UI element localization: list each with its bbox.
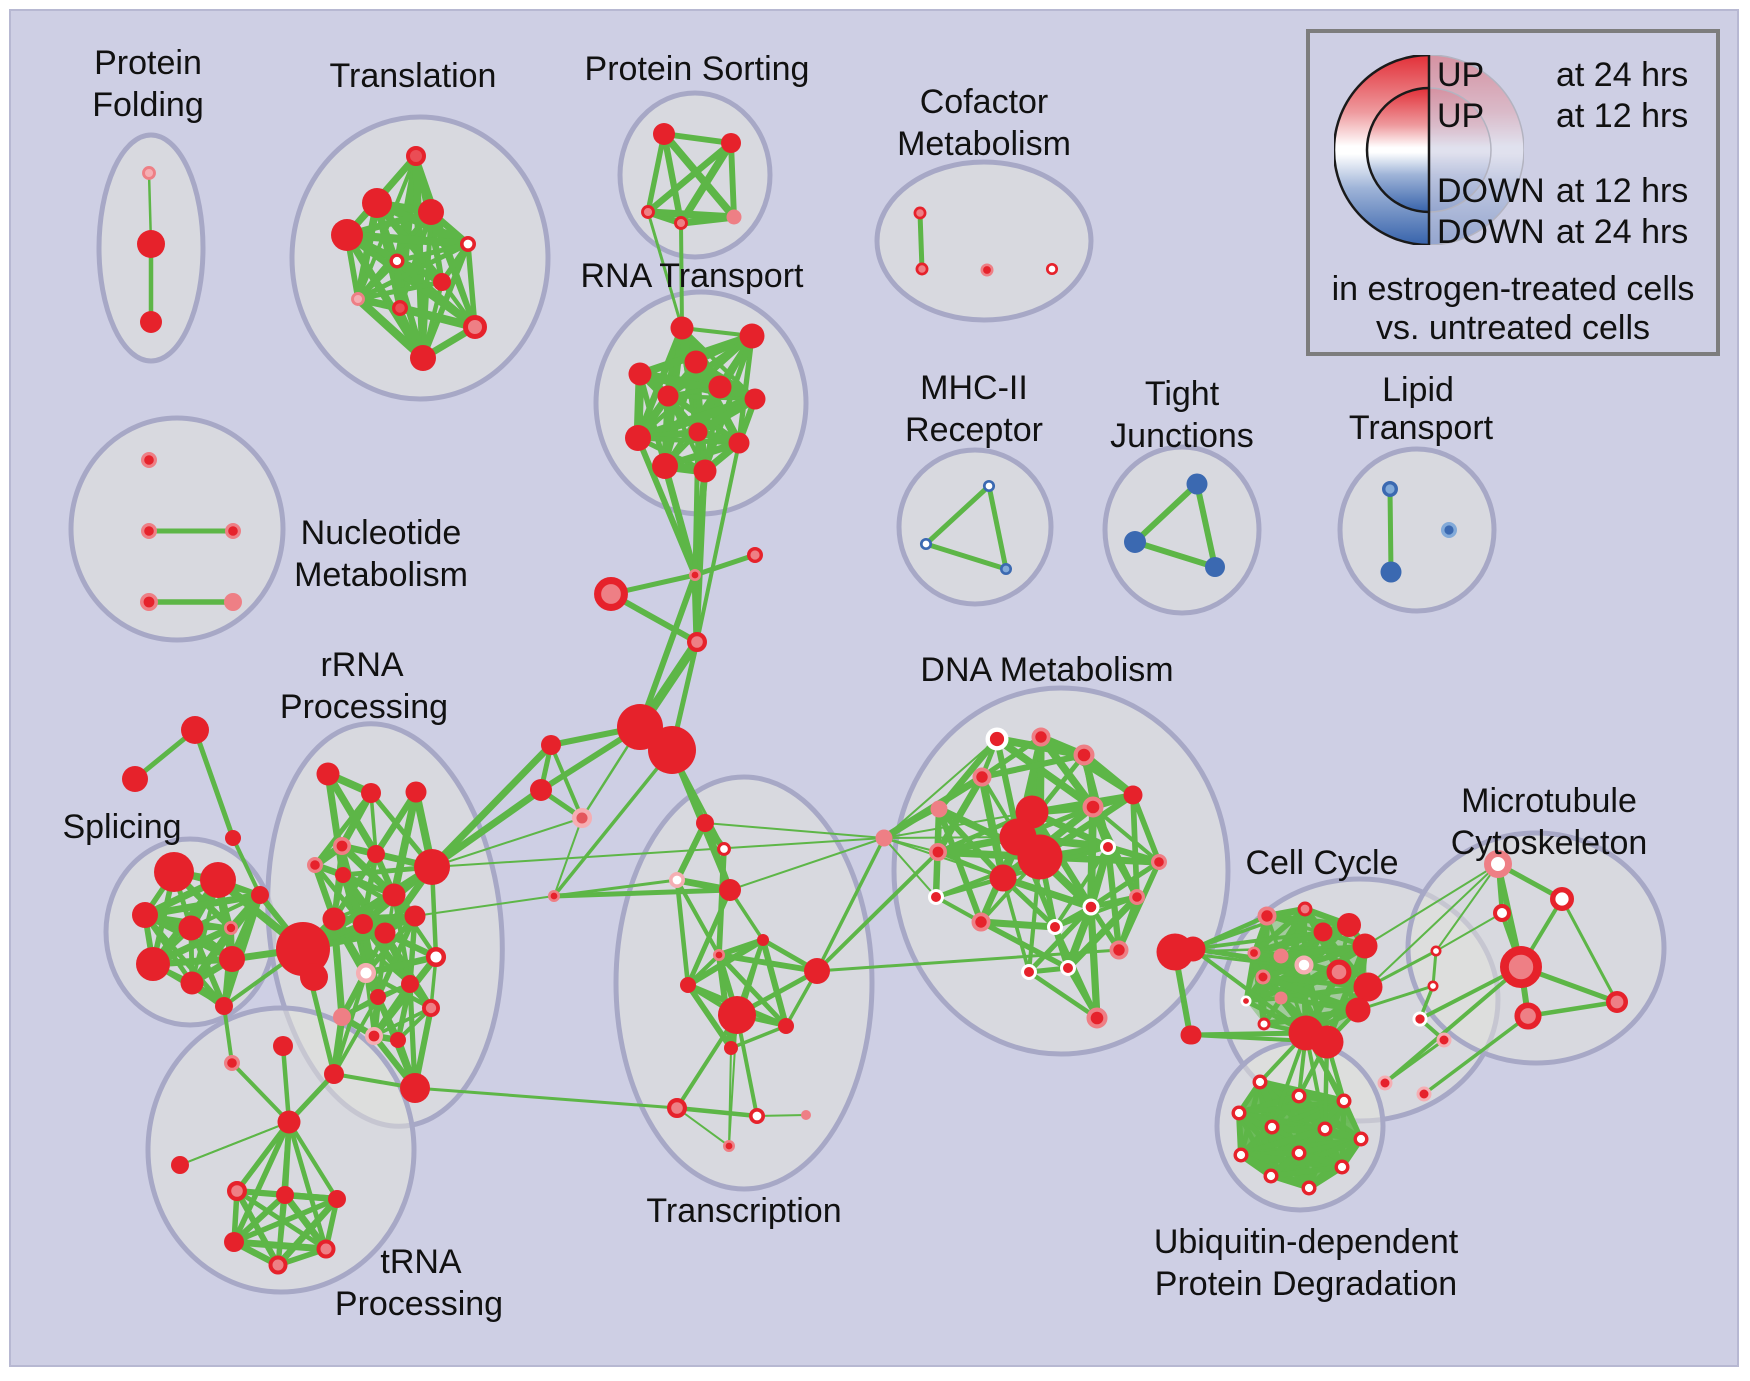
svg-text:DOWN: DOWN — [1437, 213, 1545, 251]
svg-text:at 12 hrs: at 12 hrs — [1556, 172, 1688, 210]
svg-text:vs. untreated cells: vs. untreated cells — [1376, 309, 1650, 347]
svg-text:DNA Metabolism: DNA Metabolism — [920, 651, 1173, 689]
svg-text:Splicing: Splicing — [62, 808, 181, 846]
svg-text:Junctions: Junctions — [1110, 417, 1254, 455]
svg-text:UP: UP — [1437, 97, 1484, 135]
svg-text:tRNA: tRNA — [380, 1243, 462, 1281]
svg-text:Tight: Tight — [1145, 375, 1220, 413]
svg-text:Cofactor: Cofactor — [920, 83, 1049, 121]
svg-text:at 24 hrs: at 24 hrs — [1556, 213, 1688, 251]
svg-text:Cell Cycle: Cell Cycle — [1245, 844, 1398, 882]
svg-text:Protein Degradation: Protein Degradation — [1155, 1265, 1457, 1303]
svg-text:Nucleotide: Nucleotide — [301, 514, 462, 552]
svg-text:Protein Sorting: Protein Sorting — [585, 50, 810, 88]
svg-text:in estrogen-treated cells: in estrogen-treated cells — [1332, 270, 1695, 308]
svg-text:Transport: Transport — [1349, 409, 1494, 447]
svg-text:Transcription: Transcription — [646, 1192, 841, 1230]
svg-text:rRNA: rRNA — [320, 646, 403, 684]
svg-text:Protein: Protein — [94, 44, 202, 82]
svg-text:at 12 hrs: at 12 hrs — [1556, 97, 1688, 135]
svg-text:Folding: Folding — [92, 86, 204, 124]
svg-text:Metabolism: Metabolism — [897, 125, 1071, 163]
svg-text:Receptor: Receptor — [905, 411, 1043, 449]
svg-text:Lipid: Lipid — [1382, 371, 1454, 409]
svg-text:Processing: Processing — [335, 1285, 503, 1323]
svg-text:Microtubule: Microtubule — [1461, 782, 1637, 820]
svg-text:DOWN: DOWN — [1437, 172, 1545, 210]
svg-text:UP: UP — [1437, 56, 1484, 94]
svg-text:Ubiquitin-dependent: Ubiquitin-dependent — [1154, 1223, 1459, 1261]
svg-text:Processing: Processing — [280, 688, 448, 726]
svg-text:Cytoskeleton: Cytoskeleton — [1451, 824, 1648, 862]
svg-text:Translation: Translation — [330, 57, 497, 95]
svg-text:at 24 hrs: at 24 hrs — [1556, 56, 1688, 94]
svg-text:MHC-II: MHC-II — [920, 369, 1028, 407]
svg-text:Metabolism: Metabolism — [294, 556, 468, 594]
svg-text:RNA Transport: RNA Transport — [581, 257, 805, 295]
